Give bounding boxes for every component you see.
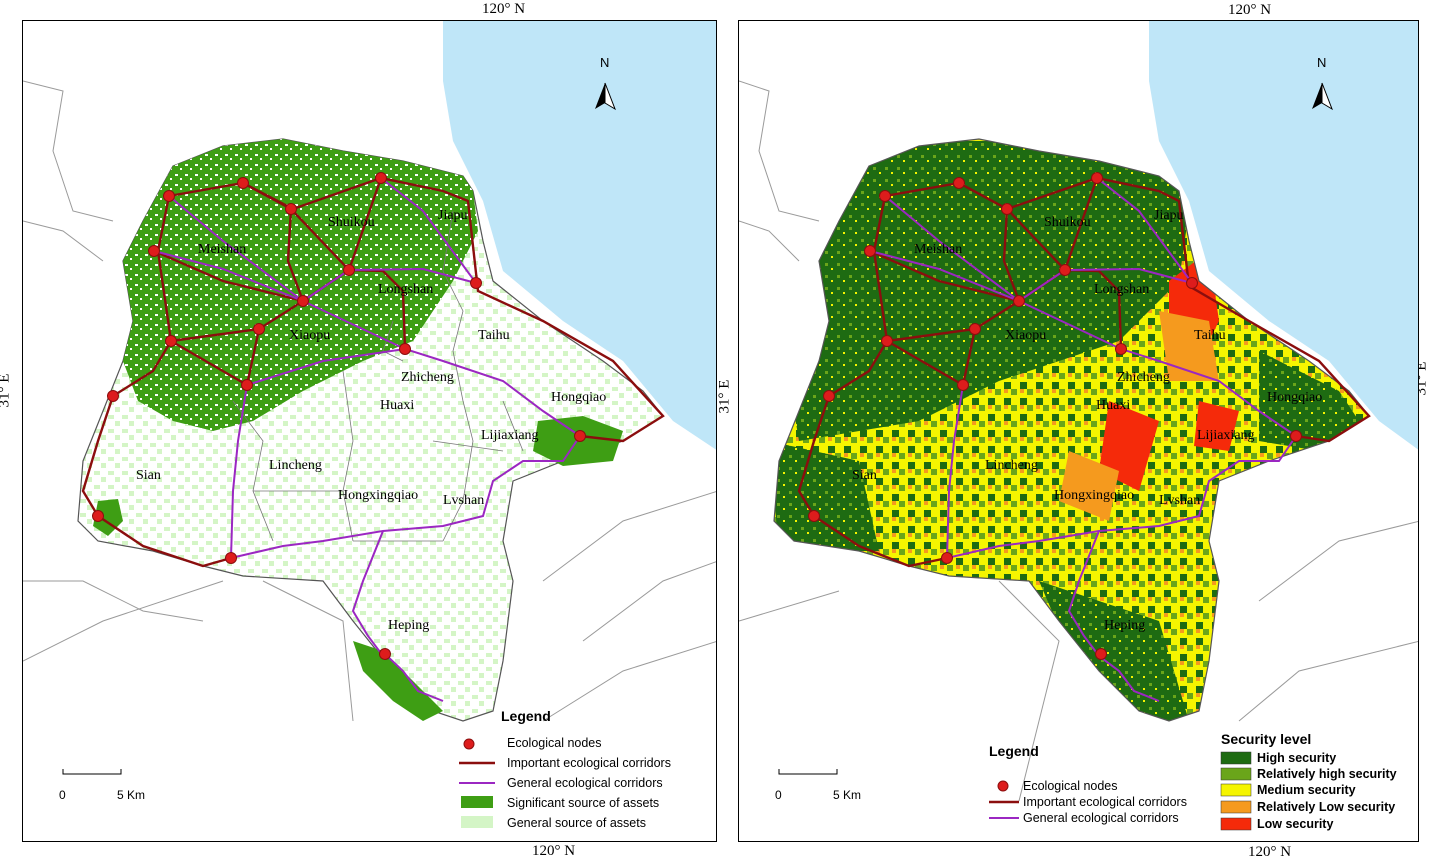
place-shuikou-right: Shuikou (1044, 215, 1091, 230)
legend-important-corridors-right: Important ecological corridors (1023, 795, 1187, 809)
place-lincheng-right: Lincheng (985, 458, 1038, 473)
place-longshan-right: Longshan (1094, 282, 1149, 297)
security-low-label: Low security (1257, 817, 1334, 831)
north-arrow-icon (595, 82, 616, 111)
significant-source-patch-south (353, 641, 443, 721)
scale-end-right: 5 Km (833, 788, 862, 802)
ecological-nodes (92, 172, 586, 660)
place-lijiaxiang-right: Lijiaxiang (1197, 428, 1255, 443)
legend-important-corridors: Important ecological corridors (507, 756, 671, 770)
security-relatively-high-label: Relatively high security (1257, 767, 1397, 781)
ecological-nodes-right (808, 172, 1302, 660)
legend-general-source-symbol (461, 816, 493, 828)
place-lincheng: Lincheng (269, 458, 322, 473)
outer-boundary-lines (23, 80, 716, 722)
legend-title-right: Legend (989, 743, 1039, 759)
place-sian: Sian (136, 468, 161, 483)
place-jiapu-right: Jiapu (1154, 208, 1184, 223)
legend-general-corridors-right: General ecological corridors (1023, 811, 1179, 825)
general-corridors-right (869, 177, 1297, 702)
security-medium-label: Medium security (1257, 783, 1356, 797)
place-lvshan-right: Lvshan (1159, 493, 1200, 508)
place-lijiaxiang: Lijiaxiang (481, 428, 539, 443)
place-labels: Jiapu Shuikou Meishan Longshan Taihu Xia… (136, 208, 606, 633)
place-zhicheng: Zhicheng (401, 370, 454, 385)
place-meishan: Meishan (198, 242, 246, 257)
place-taihu: Taihu (478, 328, 510, 343)
place-jiapu: Jiapu (438, 208, 468, 223)
lon-label-bottom-right: 120° N (1248, 844, 1292, 860)
legend-title: Legend (501, 708, 551, 724)
place-zhicheng-right: Zhicheng (1117, 370, 1170, 385)
outer-boundary-lines-right (739, 80, 1418, 802)
scale-end: 5 Km (117, 788, 146, 802)
place-lvshan: Lvshan (443, 493, 484, 508)
ecological-source-map: Jiapu Shuikou Meishan Longshan Taihu Xia… (23, 21, 716, 828)
north-label-right: N (1317, 55, 1327, 70)
scale-bar (62, 769, 122, 775)
scale-bar-right (778, 769, 838, 775)
lon-label-top-right: 120° N (1228, 2, 1272, 18)
place-sian-right: Sian (852, 468, 877, 483)
place-shuikou: Shuikou (328, 215, 375, 230)
significant-source-area (123, 139, 478, 431)
security-level-map: Jiapu Shuikou Meishan Longshan Taihu Xia… (739, 21, 1418, 831)
security-high-label: High security (1257, 751, 1337, 765)
north-label: N (600, 55, 610, 70)
place-hongxingqiao: Hongxingqiao (338, 488, 418, 503)
legend-node-symbol-right (997, 780, 1009, 792)
security-swatch-relatively-high (1220, 767, 1252, 781)
township-boundaries (232, 210, 524, 542)
important-corridors (81, 176, 665, 568)
study-area-outline-right (773, 138, 1370, 722)
legend-node-symbol (463, 738, 475, 750)
lake-water (443, 21, 716, 450)
lat-label-mid-right: 31° E (716, 379, 733, 414)
lon-label-top-left: 120° N (482, 1, 526, 17)
left-map-panel: Jiapu Shuikou Meishan Longshan Taihu Xia… (22, 20, 717, 842)
place-labels-right: Jiapu Shuikou Meishan Longshan Taihu Xia… (852, 208, 1322, 633)
legend-significant-source: Significant source of assets (507, 796, 660, 810)
place-hongxingqiao-right: Hongxingqiao (1054, 488, 1134, 503)
scale-start: 0 (59, 788, 66, 802)
place-taihu-right: Taihu (1194, 328, 1226, 343)
security-swatch-low (1220, 817, 1252, 831)
place-xiaopu-right: Xiaopu (1005, 328, 1046, 343)
place-xiaopu: Xiaopu (289, 328, 330, 343)
security-level-title: Security level (1221, 731, 1312, 747)
legend-significant-source-symbol (461, 796, 493, 808)
legend-ecological-nodes-right: Ecological nodes (1023, 779, 1118, 793)
general-corridors (153, 177, 581, 702)
legend-ecological-nodes: Ecological nodes (507, 736, 602, 750)
legend-general-corridors: General ecological corridors (507, 776, 663, 790)
place-hongqiao-right: Hongqiao (1267, 390, 1322, 405)
scale-start-right: 0 (775, 788, 782, 802)
lake-water-right (1149, 21, 1418, 450)
place-hongqiao: Hongqiao (551, 390, 606, 405)
lat-label-left: 31° E (0, 374, 13, 408)
place-huaxi-right: Huaxi (1096, 398, 1130, 413)
security-swatch-relatively-low (1220, 800, 1252, 814)
place-longshan: Longshan (378, 282, 433, 297)
place-huaxi: Huaxi (380, 398, 414, 413)
security-swatch-high (1220, 751, 1252, 765)
north-arrow-icon-right (1312, 82, 1333, 111)
security-relatively-low-label: Relatively Low security (1257, 800, 1396, 814)
security-swatch-medium (1220, 783, 1252, 797)
legend-general-source: General source of assets (507, 816, 646, 830)
place-heping: Heping (388, 618, 429, 633)
place-meishan-right: Meishan (914, 242, 962, 257)
lon-label-bottom-left: 120° N (532, 843, 576, 859)
place-heping-right: Heping (1104, 618, 1145, 633)
right-map-panel: Jiapu Shuikou Meishan Longshan Taihu Xia… (738, 20, 1419, 842)
